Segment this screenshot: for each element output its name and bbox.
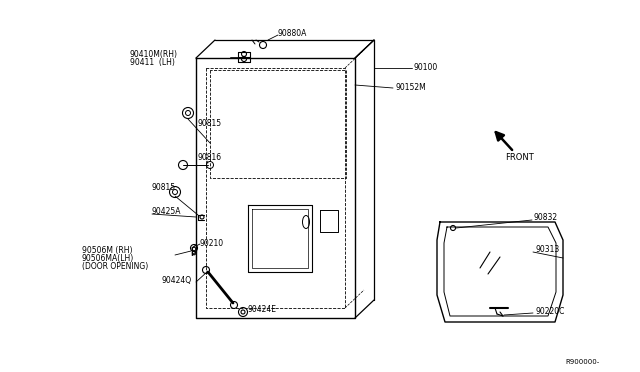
Text: 90506M (RH): 90506M (RH) bbox=[82, 246, 132, 254]
Text: 90100: 90100 bbox=[414, 64, 438, 73]
Text: 90210: 90210 bbox=[200, 238, 224, 247]
Text: 90411  (LH): 90411 (LH) bbox=[130, 58, 175, 67]
Text: (DOOR OPENING): (DOOR OPENING) bbox=[82, 262, 148, 270]
Text: 90425A: 90425A bbox=[152, 208, 182, 217]
Text: 90424E: 90424E bbox=[248, 305, 277, 314]
Text: 90424Q: 90424Q bbox=[162, 276, 192, 285]
Text: 90816: 90816 bbox=[198, 154, 222, 163]
Text: 90506MA(LH): 90506MA(LH) bbox=[82, 253, 134, 263]
Text: 90815: 90815 bbox=[197, 119, 221, 128]
Text: 90832: 90832 bbox=[534, 214, 558, 222]
Text: FRONT: FRONT bbox=[505, 154, 534, 163]
Text: 90220C: 90220C bbox=[535, 308, 564, 317]
Text: 90880A: 90880A bbox=[278, 29, 307, 38]
Text: 90313: 90313 bbox=[535, 246, 559, 254]
Text: R900000-: R900000- bbox=[565, 359, 599, 365]
Text: 90410M(RH): 90410M(RH) bbox=[130, 51, 178, 60]
Text: 90152M: 90152M bbox=[395, 83, 426, 93]
Text: 90815: 90815 bbox=[152, 183, 176, 192]
